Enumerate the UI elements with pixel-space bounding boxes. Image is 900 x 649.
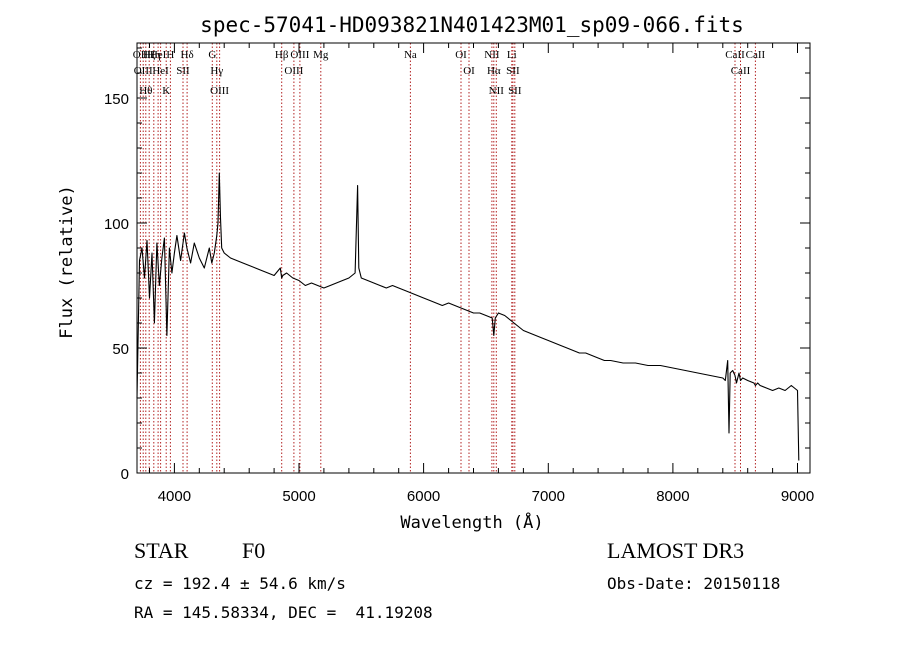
x-tick-label: 9000	[781, 488, 814, 505]
line-label-sii: SII	[176, 65, 190, 77]
x-tick-label: 6000	[407, 488, 440, 505]
line-label-caii: CaII	[725, 49, 745, 61]
x-tick-label: 5000	[282, 488, 315, 505]
line-label-hθ: Hθ	[139, 85, 152, 97]
line-label-sii: SII	[506, 65, 520, 77]
line-label-nii: NII	[484, 49, 500, 61]
chart-title: spec-57041-HD093821N401423M01_sp09-066.f…	[200, 13, 744, 37]
x-tick-label: 4000	[158, 488, 191, 505]
x-axis-label: Wavelength (Å)	[400, 511, 543, 533]
y-tick-label: 0	[121, 466, 129, 483]
line-label-hδ: Hδ	[181, 49, 194, 61]
line-label-hα: Hα	[487, 65, 501, 77]
coordinates-text: RA = 145.58334, DEC = 41.19208	[134, 603, 433, 622]
line-label-hζ: Hζ	[143, 49, 156, 61]
line-label-hγ: Hγ	[210, 65, 223, 77]
y-axis-label: Flux (relative)	[57, 185, 77, 339]
line-label-oiii: OIII	[290, 49, 309, 61]
line-label-caii: CaII	[731, 65, 751, 77]
x-tick-label: 8000	[656, 488, 689, 505]
line-label-g: G	[208, 49, 216, 61]
line-label-mg: Mg	[313, 49, 329, 61]
line-label-nii: NII	[489, 85, 505, 97]
line-label-hei: HeI	[152, 65, 169, 77]
redshift-text: cz = 192.4 ± 54.6 km/s	[134, 574, 346, 593]
obs-date-text: Obs-Date: 20150118	[607, 574, 781, 593]
line-label-hβ: Hβ	[275, 49, 289, 61]
line-label-hη: Hη	[147, 49, 161, 61]
line-label-hei: HeI	[150, 49, 167, 61]
line-label-oiii: OIII	[210, 85, 229, 97]
spectral-line-markers	[139, 43, 756, 473]
spectrum-series-line	[136, 172, 800, 461]
line-label-li: Li	[507, 49, 517, 61]
line-label-na: Na	[404, 49, 417, 61]
line-label-oiii: OIII	[134, 65, 153, 77]
line-label-oi: OI	[455, 49, 467, 61]
y-tick-label: 100	[104, 216, 129, 233]
y-tick-label: 50	[112, 341, 129, 358]
survey-label: LAMOST DR3	[607, 538, 745, 563]
y-axis-ticks: 0 50 100 150	[104, 47, 810, 483]
object-subclass-label: F0	[242, 538, 266, 563]
line-label-k: K	[162, 85, 170, 97]
line-label-oi: OI	[463, 65, 475, 77]
x-tick-label: 7000	[532, 488, 565, 505]
line-label-sii: SII	[508, 85, 522, 97]
line-label-h: H	[166, 49, 174, 61]
line-label-oiii: OIII	[284, 65, 303, 77]
y-tick-label: 150	[104, 91, 129, 108]
line-label-caii: CaII	[746, 49, 766, 61]
object-class-label: STAR	[134, 538, 189, 563]
x-axis-ticks: 4000 5000 6000 7000 8000 9000	[149, 43, 814, 505]
